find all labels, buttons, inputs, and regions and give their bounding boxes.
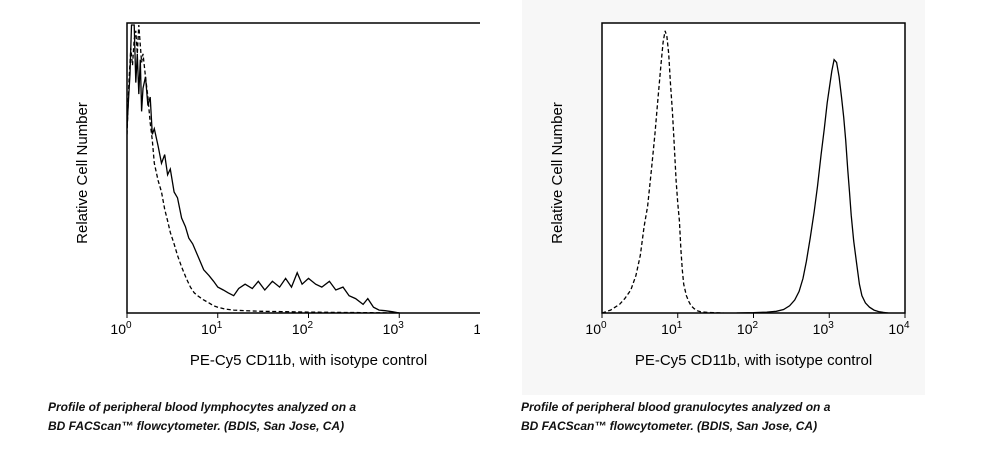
caption-line: Profile of peripheral blood granulocytes… [521,400,831,414]
figure-caption-granulocytes: Profile of peripheral blood granulocytes… [521,398,951,436]
x-tick-label: 102 [292,320,314,337]
y-axis-label: Relative Cell Number [549,102,566,244]
isotype-control-line [602,30,724,313]
x-axis-label: PE-Cy5 CD11b, with isotype control [635,352,872,369]
cd11b-histogram-line [736,58,889,313]
histogram-chart-granulocytes: 100 101 102 103 104 PE-Cy5 CD11b, with isotyp… [549,22,910,369]
plot-frame [601,22,906,314]
x-tick-label: 104 [473,320,480,337]
plot-frame [126,22,480,314]
cd11b-histogram-line [127,24,400,313]
isotype-control-line [127,24,400,313]
x-axis-label: PE-Cy5 CD11b, with isotype control [190,352,427,369]
caption-line: BD FACScan™ flowcytometer. (BDIS, San Jo… [521,419,818,433]
figure-caption-lymphocytes: Profile of peripheral blood lymphocytes … [48,398,478,436]
x-tick-label: 101 [201,320,223,337]
x-tick-label: 103 [813,320,835,337]
x-tick-label: 103 [383,320,405,337]
caption-line: BD FACScan™ flowcytometer. (BDIS, San Jo… [48,419,345,433]
x-tick-label: 100 [585,320,607,337]
histogram-panel-lymphocytes: 100 101 102 103 104 PE-Cy5 CD11b, with isotyp… [50,0,480,395]
y-axis-label: Relative Cell Number [74,102,91,244]
histogram-chart-lymphocytes: 100 101 102 103 104 PE-Cy5 CD11b, with isotyp… [74,22,480,369]
x-tick-label: 102 [737,320,759,337]
caption-line: Profile of peripheral blood lymphocytes … [48,400,357,414]
x-tick-label: 104 [888,320,910,337]
x-tick-label: 100 [110,320,132,337]
histogram-panel-granulocytes: 100 101 102 103 104 PE-Cy5 CD11b, with isotyp… [522,0,925,395]
x-tick-label: 101 [661,320,683,337]
